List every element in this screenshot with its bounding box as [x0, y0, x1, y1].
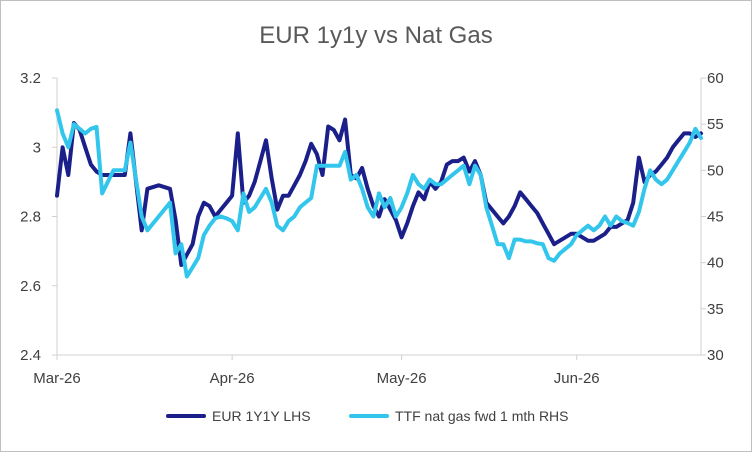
left-y-tick-label: 2.8 — [20, 209, 41, 226]
right-y-tick-label: 35 — [707, 301, 724, 318]
legend: EUR 1Y1Y LHS TTF nat gas fwd 1 mth RHS — [166, 408, 569, 424]
legend-item-eur-1y1y-label: EUR 1Y1Y LHS — [212, 408, 311, 424]
left-y-tick-label: 2.4 — [20, 347, 41, 364]
left-y-tick-label: 3 — [33, 139, 41, 156]
series-group — [55, 108, 703, 279]
series-line-ttf-nat-gas — [55, 108, 703, 279]
right-y-tick-label: 45 — [707, 209, 724, 226]
x-tick-label: May-26 — [377, 370, 427, 387]
right-y-tick-label: 40 — [707, 255, 724, 272]
left-y-tick-label: 2.6 — [20, 278, 41, 295]
right-y-tick-label: 55 — [707, 116, 724, 133]
right-y-tick-label: 60 — [707, 70, 724, 87]
x-tick-label: Jun-26 — [554, 370, 600, 387]
x-tick-label: Apr-26 — [210, 370, 255, 387]
series-line-eur-1y1y — [55, 117, 703, 267]
axes-group: 2.4 2.6 2.8 3 3.2 30 35 40 45 50 55 60 Mar-26 Apr-26 M… — [20, 70, 724, 387]
chart-title: EUR 1y1y vs Nat Gas — [259, 22, 492, 49]
x-tick-label: Mar-26 — [33, 370, 81, 387]
right-y-tick-label: 50 — [707, 162, 724, 179]
left-y-tick-label: 3.2 — [20, 70, 41, 87]
legend-item-ttf-nat-gas-label: TTF nat gas fwd 1 mth RHS — [395, 408, 569, 424]
right-y-tick-label: 30 — [707, 347, 724, 364]
